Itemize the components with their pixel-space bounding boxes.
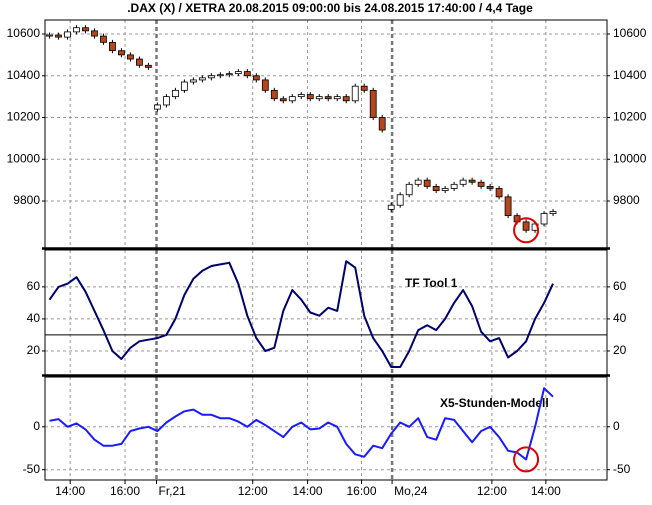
- candle-body: [486, 186, 494, 189]
- candle-body: [504, 196, 512, 217]
- candle-body: [46, 34, 53, 37]
- candle-body: [396, 194, 404, 206]
- candle-body: [441, 188, 449, 191]
- y-tick-label: 10600: [613, 26, 647, 40]
- panel-label: TF Tool 1: [405, 276, 458, 290]
- candle-body: [207, 75, 215, 79]
- x-tick-label: 14:00: [531, 484, 561, 498]
- y-tick-label: 20: [27, 343, 41, 357]
- y-tick-label: 40: [27, 311, 41, 325]
- candle-body: [324, 96, 332, 100]
- candle-body: [136, 58, 143, 66]
- y-tick-label: -50: [23, 462, 41, 476]
- candle-body: [73, 27, 80, 33]
- candle-body: [91, 30, 98, 37]
- candle-body: [261, 79, 269, 91]
- candle-body: [216, 74, 224, 77]
- highlight-circle: [513, 446, 540, 473]
- y-tick-label: 9800: [613, 193, 640, 207]
- x-tick-label: 14:00: [55, 484, 85, 498]
- candle-body: [540, 213, 548, 225]
- candle-body: [64, 31, 71, 38]
- candle-body: [468, 179, 476, 183]
- candle-body: [145, 64, 152, 68]
- y-tick-label: 10400: [7, 68, 41, 82]
- y-tick-label: 20: [613, 343, 627, 357]
- candle-body: [477, 181, 485, 187]
- y-tick-label: 0: [33, 419, 40, 433]
- candle-body: [414, 179, 422, 185]
- candle-body: [351, 85, 359, 102]
- y-tick-label: 10600: [7, 26, 41, 40]
- candle-body: [369, 89, 377, 118]
- y-tick-label: 10000: [613, 151, 647, 165]
- x-tick-label: 12:00: [477, 484, 507, 498]
- candle-body: [549, 211, 557, 214]
- candle-body: [189, 79, 197, 83]
- x-tick-label: 16:00: [347, 484, 377, 498]
- candle-body: [405, 183, 413, 196]
- candle-body: [100, 35, 107, 43]
- day-label: Fr,21: [159, 484, 187, 498]
- candle-body: [315, 96, 323, 100]
- y-tick-label: 9800: [13, 193, 40, 207]
- day-label: Mo,24: [394, 484, 428, 498]
- candle-body: [225, 73, 233, 76]
- candle-body: [387, 204, 395, 210]
- candle-body: [288, 96, 296, 102]
- candle-body: [118, 50, 125, 56]
- candle-body: [432, 186, 440, 191]
- candle-body: [522, 221, 530, 231]
- x-tick-label: 12:00: [238, 484, 268, 498]
- chart-title: .DAX (X) / XETRA 20.08.2015 09:00:00 bis…: [127, 1, 533, 15]
- candle-body: [333, 96, 341, 100]
- candle-body: [243, 71, 251, 77]
- y-tick-label: 0: [613, 419, 620, 433]
- candle-body: [270, 89, 278, 100]
- indicator-line: [48, 260, 554, 368]
- candle-body: [306, 94, 314, 100]
- candle-body: [252, 75, 260, 81]
- candle-body: [171, 89, 179, 98]
- x-tick-label: 14:00: [293, 484, 323, 498]
- candle-body: [423, 179, 431, 187]
- x-tick-label: 16:00: [110, 484, 140, 498]
- candle-body: [450, 183, 458, 189]
- candle-body: [495, 188, 503, 198]
- y-tick-label: 10200: [7, 110, 41, 124]
- candle-body: [342, 96, 350, 102]
- panel-frame: [44, 376, 608, 481]
- candle-body: [297, 94, 305, 98]
- y-tick-label: 10400: [613, 68, 647, 82]
- y-tick-label: -50: [613, 462, 631, 476]
- y-tick-label: 40: [613, 311, 627, 325]
- y-tick-label: 10200: [613, 110, 647, 124]
- y-tick-label: 10000: [7, 151, 41, 165]
- candle-body: [198, 77, 206, 81]
- candle-body: [360, 85, 368, 91]
- candle-body: [109, 41, 116, 52]
- candle-body: [55, 34, 62, 38]
- y-tick-label: 60: [27, 279, 41, 293]
- indicator-line: [49, 387, 554, 461]
- y-tick-label: 60: [613, 279, 627, 293]
- candle-body: [234, 71, 242, 75]
- candle-body: [180, 81, 188, 91]
- highlight-circle: [513, 217, 540, 244]
- candle-body: [162, 96, 170, 106]
- candle-body: [279, 98, 287, 102]
- candle-body: [378, 117, 386, 131]
- candle-body: [153, 104, 161, 110]
- panel-label: X5-Stunden-Modell: [440, 396, 549, 410]
- candle-body: [82, 27, 89, 32]
- candle-body: [459, 179, 467, 185]
- candle-body: [127, 54, 134, 60]
